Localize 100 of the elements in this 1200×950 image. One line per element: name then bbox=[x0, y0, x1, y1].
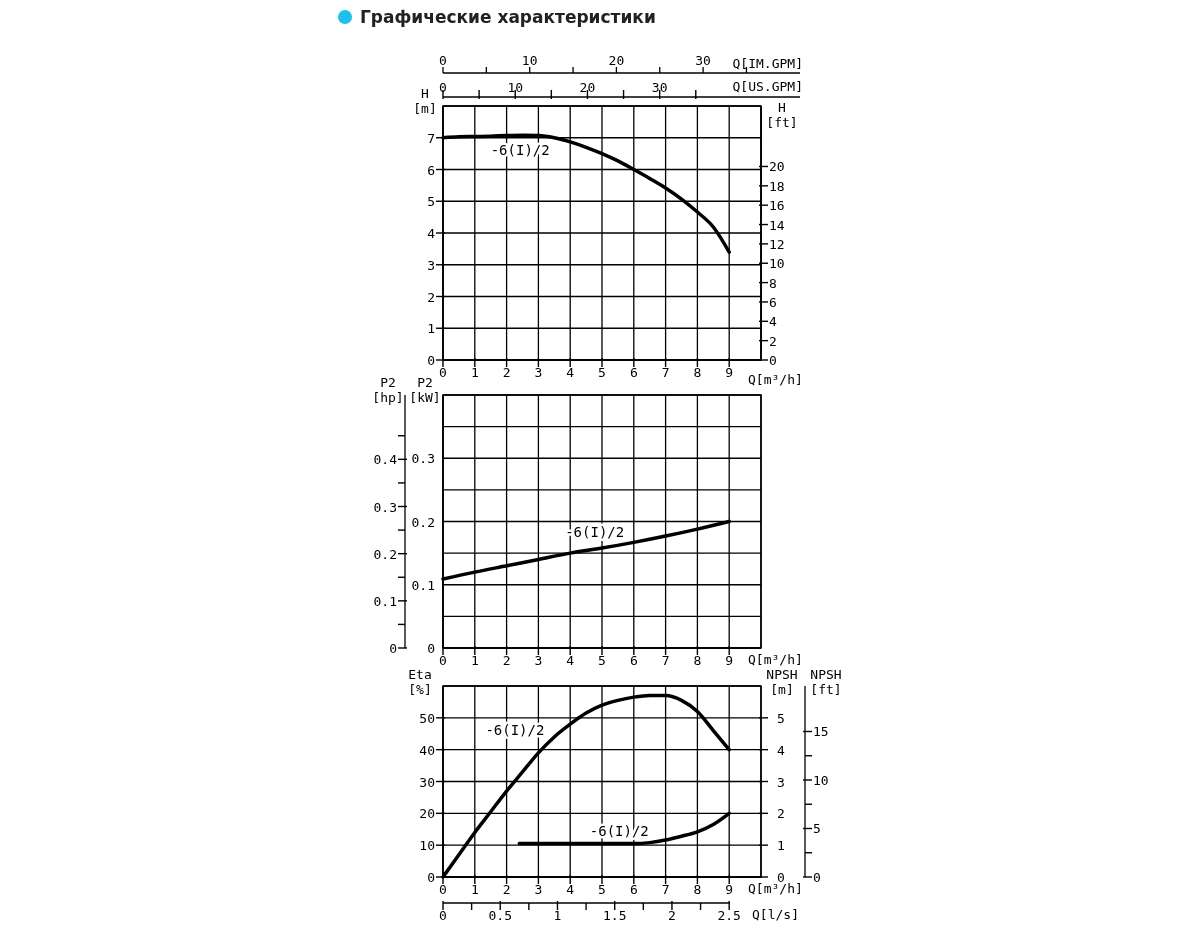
y-tick-label: 0.3 bbox=[411, 451, 435, 467]
y-tick-label: 30 bbox=[419, 774, 435, 790]
y-tick-label: 0.2 bbox=[411, 514, 435, 530]
x-tick-label: 4 bbox=[566, 365, 575, 380]
y3-tick-label: 5 bbox=[813, 821, 821, 837]
x2-axis-title: Q[l/s] bbox=[752, 907, 799, 922]
chart-title: Графические характеристики bbox=[360, 7, 656, 27]
y2-tick-label: 4 bbox=[777, 742, 785, 758]
y-tick-label: 5 bbox=[427, 194, 435, 210]
x-tick-label: 0 bbox=[439, 882, 447, 897]
y2-tick-label: 20 bbox=[769, 159, 785, 175]
y2-tick-label: 2 bbox=[777, 806, 785, 822]
y2-tick-label: 0 bbox=[389, 641, 397, 656]
text: 30 bbox=[695, 53, 711, 68]
x-tick-label: 2 bbox=[502, 882, 511, 897]
y2-tick-label: 16 bbox=[769, 198, 785, 214]
x2-axis-title: Q[US.GPM] bbox=[732, 79, 803, 94]
y2-tick-label: 0 bbox=[769, 353, 777, 368]
y-tick-label: 2 bbox=[427, 289, 435, 305]
x2-tick-label: 1.5 bbox=[602, 908, 627, 923]
y-tick-label: 0.1 bbox=[411, 577, 435, 593]
x-tick-label: 3 bbox=[534, 882, 543, 897]
x-tick-label: 7 bbox=[661, 365, 670, 380]
y-tick-label: 4 bbox=[427, 226, 436, 241]
text: 20 bbox=[608, 53, 625, 68]
x-tick-label: 0 bbox=[439, 365, 447, 380]
y-tick-label: 1 bbox=[427, 321, 435, 337]
y2-axis-title: P2 [hp] bbox=[372, 375, 404, 405]
x2-tick-label: 0 bbox=[439, 80, 447, 95]
x2-tick-label: 20 bbox=[579, 80, 596, 95]
x2-tick-label: 0 bbox=[439, 908, 447, 923]
y2-tick-label: 18 bbox=[769, 178, 785, 194]
y2-tick-label: 4 bbox=[769, 314, 777, 330]
x-tick-label: 4 bbox=[566, 653, 575, 668]
y-tick-label: 7 bbox=[427, 130, 435, 146]
x2-tick-label: 0.5 bbox=[488, 908, 512, 923]
y-tick-label: 10 bbox=[419, 838, 435, 854]
x-tick-label: 9 bbox=[725, 653, 734, 668]
y-tick-label: 40 bbox=[419, 742, 435, 758]
x2-tick-label: 1 bbox=[553, 908, 562, 923]
y3-tick-label: 10 bbox=[813, 773, 829, 788]
x-tick-label: 6 bbox=[629, 365, 638, 380]
y2-tick-label: 6 bbox=[769, 294, 777, 310]
x-tick-label: 2 bbox=[502, 365, 511, 380]
y-axis-title: Eta [%] bbox=[408, 667, 432, 697]
x-tick-label: 0 bbox=[439, 653, 447, 668]
y-tick-label: 3 bbox=[427, 257, 435, 273]
text: 10 bbox=[521, 53, 538, 68]
y2-tick-label: 0.1 bbox=[373, 593, 397, 609]
y3-tick-label: 0 bbox=[813, 870, 821, 885]
x-tick-label: 7 bbox=[661, 653, 670, 668]
text: Q[IM.GPM] bbox=[732, 56, 803, 71]
y2-tick-label: 8 bbox=[769, 275, 777, 291]
x-tick-label: 7 bbox=[661, 882, 670, 897]
text: 0 bbox=[439, 53, 447, 68]
y2-tick-label: 0.2 bbox=[373, 546, 397, 562]
x-tick-label: 9 bbox=[725, 365, 734, 380]
y-tick-label: 20 bbox=[419, 806, 435, 822]
y-tick-label: 50 bbox=[419, 710, 435, 726]
y-axis-title: H [m] bbox=[413, 86, 437, 116]
x-axis-title: Q[m³/h] bbox=[748, 652, 803, 667]
y2-tick-label: 3 bbox=[777, 774, 785, 790]
y2-axis-title: H [ft] bbox=[766, 100, 798, 130]
y2-tick-label: 1 bbox=[777, 838, 785, 854]
y-tick-label: 0 bbox=[427, 641, 435, 656]
x-axis-title: Q[m³/h] bbox=[748, 372, 803, 387]
x2-tick-label: 2.5 bbox=[717, 908, 741, 923]
x-tick-label: 1 bbox=[470, 365, 479, 380]
y2-tick-label: 0.3 bbox=[373, 499, 397, 515]
x-tick-label: 6 bbox=[629, 882, 638, 897]
x-tick-label: 5 bbox=[598, 882, 606, 897]
x-tick-label: 8 bbox=[693, 365, 702, 380]
x-tick-label: 4 bbox=[566, 882, 575, 897]
x2-tick-label: 10 bbox=[507, 80, 524, 95]
y2-tick-label: 12 bbox=[769, 236, 785, 252]
x-tick-label: 6 bbox=[629, 653, 638, 668]
x-tick-label: 1 bbox=[470, 882, 479, 897]
x2-tick-label: 30 bbox=[651, 80, 668, 95]
y2-axis-title: NPSH [m] bbox=[766, 667, 798, 697]
x-tick-label: 1 bbox=[470, 653, 479, 668]
y2-tick-label: 0.4 bbox=[373, 452, 398, 468]
y3-axis-title: NPSH [ft] bbox=[810, 667, 842, 697]
y2-tick-label: 10 bbox=[769, 256, 785, 272]
x-tick-label: 3 bbox=[534, 653, 543, 668]
x-tick-label: 2 bbox=[502, 653, 511, 668]
y2-tick-label: 5 bbox=[777, 710, 785, 726]
x-tick-label: 5 bbox=[598, 653, 606, 668]
x-tick-label: 5 bbox=[598, 365, 606, 380]
y-tick-label: 6 bbox=[427, 162, 435, 178]
y-tick-label: 0 bbox=[427, 870, 435, 885]
y-axis-title: P2 [kW] bbox=[409, 375, 441, 405]
x-tick-label: 8 bbox=[693, 882, 702, 897]
x-tick-label: 3 bbox=[534, 365, 543, 380]
x-tick-label: 9 bbox=[725, 882, 734, 897]
y2-tick-label: 2 bbox=[769, 333, 777, 349]
y2-tick-label: 14 bbox=[769, 217, 785, 233]
y-tick-label: 0 bbox=[427, 353, 435, 368]
y3-tick-label: 15 bbox=[813, 724, 829, 740]
x2-tick-label: 2 bbox=[668, 908, 676, 923]
x-tick-label: 8 bbox=[693, 653, 702, 668]
